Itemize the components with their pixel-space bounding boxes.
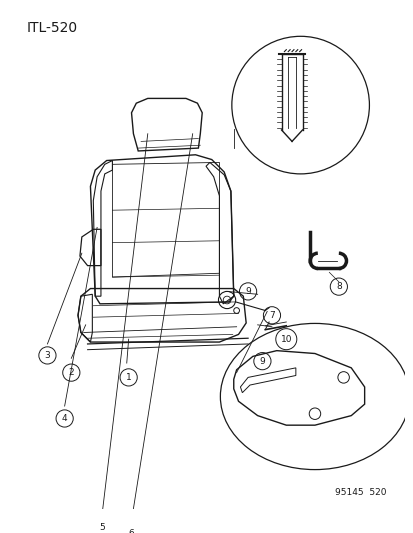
Text: 4: 4 (62, 414, 67, 423)
Text: 1: 1 (126, 373, 131, 382)
Text: 95145  520: 95145 520 (334, 488, 386, 497)
Text: 3: 3 (45, 351, 50, 360)
Text: 5: 5 (99, 523, 104, 532)
Text: 6: 6 (128, 529, 134, 533)
Text: 9: 9 (244, 287, 250, 296)
Text: 2: 2 (68, 368, 74, 377)
Text: 7: 7 (268, 311, 274, 320)
Text: 9: 9 (259, 357, 265, 366)
Text: ITL-520: ITL-520 (26, 21, 77, 35)
Text: 10: 10 (280, 335, 291, 344)
Text: 8: 8 (335, 282, 341, 291)
